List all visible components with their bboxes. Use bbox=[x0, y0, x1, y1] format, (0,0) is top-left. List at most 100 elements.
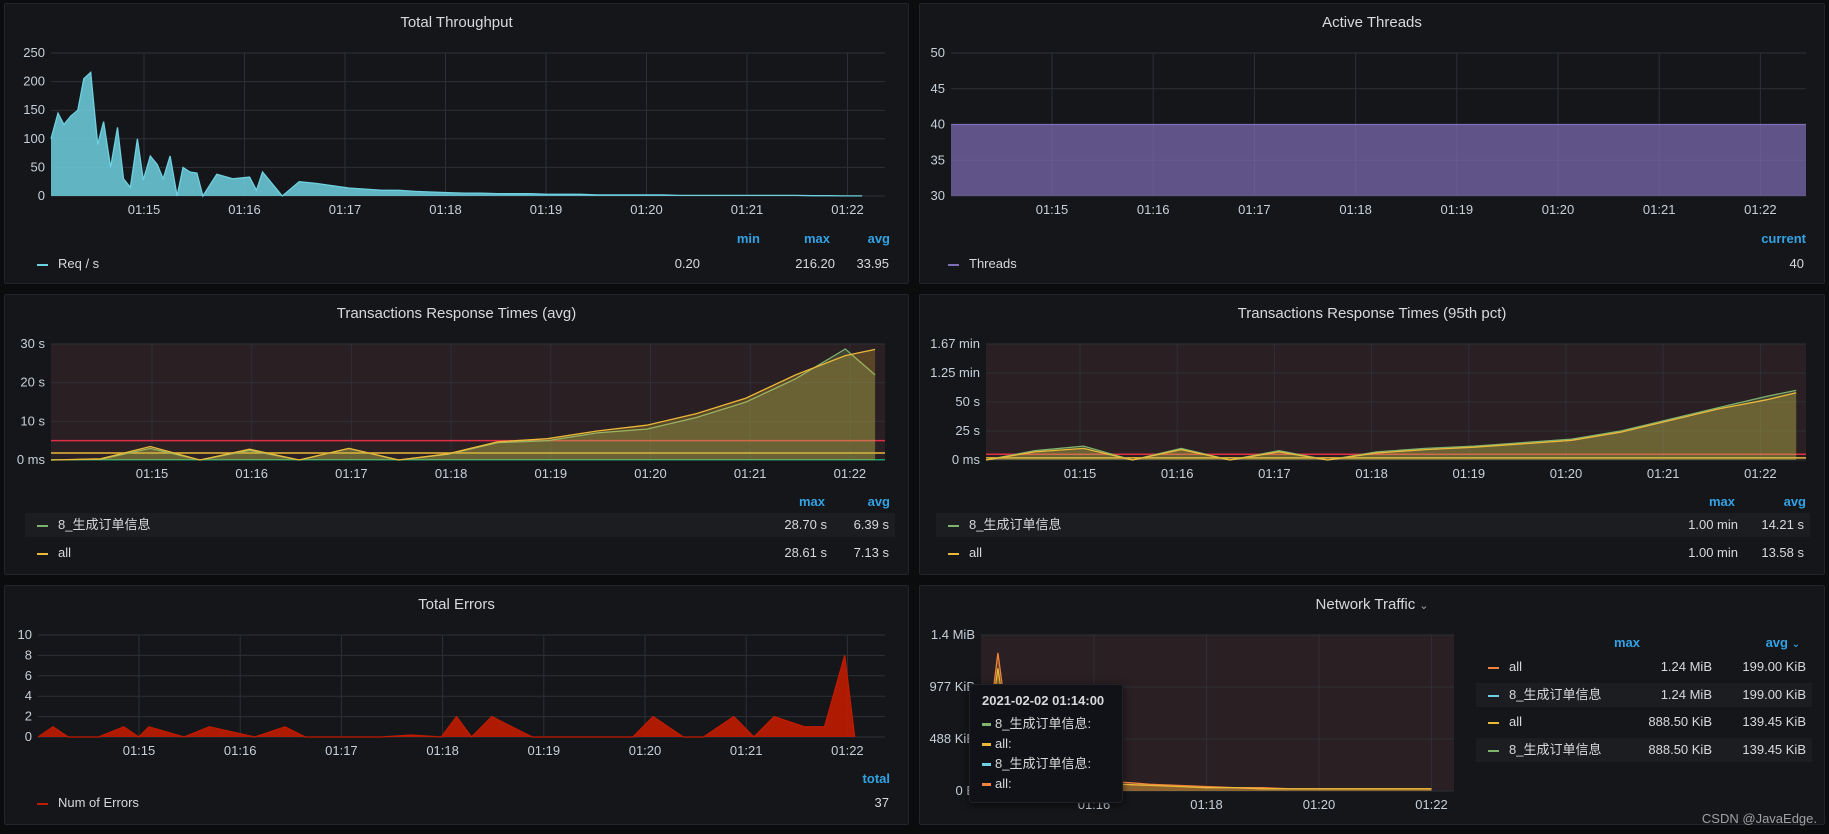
panel-title[interactable]: Network Traffic ⌄ bbox=[920, 596, 1824, 613]
legend-header-total[interactable]: total bbox=[862, 771, 890, 786]
legend-header-max[interactable]: max bbox=[803, 231, 830, 246]
series-line bbox=[50, 71, 863, 198]
x-tick-label: 01:16 bbox=[1137, 202, 1170, 217]
legend-header-avg[interactable]: avg ⌄ bbox=[1660, 635, 1800, 650]
y-tick-label: 30 bbox=[931, 188, 945, 203]
y-tick-label: 0 ms bbox=[17, 452, 46, 467]
legend-item-threads[interactable]: Threads 40 bbox=[936, 252, 1810, 276]
x-tick-label: 01:15 bbox=[123, 743, 156, 758]
legend-max: 28.61 s bbox=[784, 545, 827, 560]
series-area bbox=[51, 349, 876, 460]
x-tick-label: 01:15 bbox=[136, 466, 169, 481]
x-tick-label: 01:21 bbox=[1647, 466, 1680, 481]
panel-total-throughput: Total Throughput 0 50 100 150 200 250 01:15 01:… bbox=[4, 3, 909, 284]
legend-item[interactable]: all 28.61 s 7.13 s bbox=[25, 541, 895, 565]
series-swatch bbox=[982, 763, 991, 767]
series-swatch bbox=[37, 524, 48, 527]
legend-avg: 199.00 KiB bbox=[1742, 659, 1806, 674]
series-swatch bbox=[1488, 694, 1499, 697]
legend-avg: 199.00 KiB bbox=[1742, 687, 1806, 702]
legend-avg: 6.39 s bbox=[853, 517, 889, 532]
legend-header-avg[interactable]: avg bbox=[867, 231, 890, 246]
tooltip-label: all: bbox=[995, 736, 1012, 751]
y-tick-label: 100 bbox=[23, 131, 45, 146]
legend-header-avg[interactable]: avg bbox=[867, 494, 890, 509]
series-line bbox=[50, 348, 876, 461]
x-tick-label: 01:18 bbox=[1339, 202, 1372, 217]
series-area bbox=[51, 72, 863, 196]
rt-95-chart[interactable]: 0 ms 25 s 50 s 1.25 min 1.67 min 01:15 01:16 01… bbox=[920, 295, 1826, 576]
legend-header-max[interactable]: max bbox=[1613, 635, 1640, 650]
x-tick-label: 01:19 bbox=[1441, 202, 1474, 217]
series-swatch bbox=[948, 552, 959, 555]
series-swatch bbox=[982, 783, 991, 787]
legend-header-current[interactable]: current bbox=[1761, 231, 1806, 246]
panel-active-threads: Active Threads 30 35 40 45 50 01:15 01:16 01:17… bbox=[919, 3, 1825, 284]
legend-item[interactable]: all 888.50 KiB 139.45 KiB bbox=[1476, 710, 1812, 734]
legend-item[interactable]: 8_生成订单信息 1.00 min 14.21 s bbox=[936, 513, 1810, 537]
legend-item[interactable]: 8_生成订单信息 28.70 s 6.39 s bbox=[25, 513, 895, 537]
y-tick-label: 8 bbox=[25, 647, 32, 662]
panel-title[interactable]: Transactions Response Times (avg) bbox=[336, 305, 577, 322]
legend-header-max[interactable]: max bbox=[1708, 494, 1735, 509]
x-tick-label: 01:21 bbox=[730, 743, 763, 758]
legend-item-req[interactable]: Req / s 0.20 216.20 33.95 bbox=[25, 252, 895, 276]
x-tick-label: 01:19 bbox=[528, 743, 561, 758]
legend-max: 888.50 KiB bbox=[1648, 714, 1712, 729]
legend-item[interactable]: 8_生成订单信息 888.50 KiB 139.45 KiB bbox=[1476, 738, 1812, 762]
legend-avg: 33.95 bbox=[856, 256, 889, 271]
y-tick-label: 50 s bbox=[955, 394, 980, 409]
legend-current: 40 bbox=[1789, 256, 1804, 271]
panel-title[interactable]: Total Throughput bbox=[400, 14, 513, 31]
legend-avg: 139.45 KiB bbox=[1742, 714, 1806, 729]
legend-header-max[interactable]: max bbox=[798, 494, 825, 509]
y-tick-label: 488 KiB bbox=[929, 731, 975, 746]
errors-chart[interactable]: 0 2 4 6 8 10 01:15 01:16 01:17 01:18 01:19 01:20 01:… bbox=[5, 586, 910, 826]
series-swatch bbox=[948, 263, 959, 266]
legend-header-avg[interactable]: avg bbox=[1783, 494, 1806, 509]
rt-avg-chart[interactable]: 0 ms 10 s 20 s 30 s 01:15 01:16 01:17 01:18 01:1… bbox=[5, 295, 910, 576]
y-tick-label: 250 bbox=[23, 45, 45, 60]
panel-title[interactable]: Total Errors bbox=[418, 596, 495, 613]
tooltip-row: 8_生成订单信息: bbox=[982, 714, 1112, 734]
panel-title[interactable]: Active Threads bbox=[1322, 14, 1422, 31]
series-swatch bbox=[1488, 749, 1499, 752]
legend-max: 1.00 min bbox=[1688, 517, 1738, 532]
y-tick-label: 50 bbox=[31, 159, 45, 174]
legend-item-errors[interactable]: Num of Errors 37 bbox=[25, 791, 895, 815]
panel-network-traffic: Network Traffic ⌄ 0 B 488 KiB 977 KiB 1.4 Mi… bbox=[919, 585, 1825, 825]
y-tick-label: 2 bbox=[25, 709, 32, 724]
x-tick-label: 01:18 bbox=[426, 743, 459, 758]
y-tick-label: 25 s bbox=[955, 423, 980, 438]
tooltip-row: 8_生成订单信息: bbox=[982, 754, 1112, 774]
y-tick-label: 0 bbox=[25, 729, 32, 744]
legend-item[interactable]: 8_生成订单信息 1.24 MiB 199.00 KiB bbox=[1476, 683, 1812, 707]
legend-item[interactable]: all 1.24 MiB 199.00 KiB bbox=[1476, 655, 1812, 679]
legend-max: 888.50 KiB bbox=[1648, 742, 1712, 757]
legend-item[interactable]: all 1.00 min 13.58 s bbox=[936, 541, 1810, 565]
series-area bbox=[986, 392, 1797, 460]
y-tick-label: 1.4 MiB bbox=[931, 627, 975, 642]
legend-avg: 13.58 s bbox=[1761, 545, 1804, 560]
y-tick-label: 1.67 min bbox=[930, 336, 980, 351]
series-swatch bbox=[37, 802, 48, 805]
y-tick-label: 30 s bbox=[20, 336, 45, 351]
panel-title[interactable]: Transactions Response Times (95th pct) bbox=[1237, 305, 1507, 322]
legend-header-min[interactable]: min bbox=[736, 231, 760, 246]
legend-max: 1.00 min bbox=[1688, 545, 1738, 560]
legend-label: 8_生成订单信息 bbox=[969, 517, 1062, 532]
throughput-chart[interactable]: 0 50 100 150 200 250 01:15 01:16 01:17 01:18 01:19… bbox=[5, 4, 910, 285]
series-swatch bbox=[37, 552, 48, 555]
x-tick-label: 01:21 bbox=[1643, 202, 1676, 217]
watermark: CSDN @JavaEdge. bbox=[1701, 811, 1817, 826]
legend-avg: 139.45 KiB bbox=[1742, 742, 1806, 757]
tooltip-row: all: bbox=[982, 774, 1112, 794]
x-tick-label: 01:20 bbox=[1303, 797, 1336, 812]
chevron-down-icon[interactable]: ⌄ bbox=[1419, 600, 1429, 612]
x-tick-label: 01:16 bbox=[1161, 466, 1194, 481]
threads-chart[interactable]: 30 35 40 45 50 01:15 01:16 01:17 01:18 01:19 01:20… bbox=[920, 4, 1826, 285]
x-tick-label: 01:20 bbox=[1550, 466, 1583, 481]
series-area bbox=[51, 349, 876, 460]
legend-label: Num of Errors bbox=[58, 795, 139, 810]
x-tick-label: 01:15 bbox=[1064, 466, 1097, 481]
